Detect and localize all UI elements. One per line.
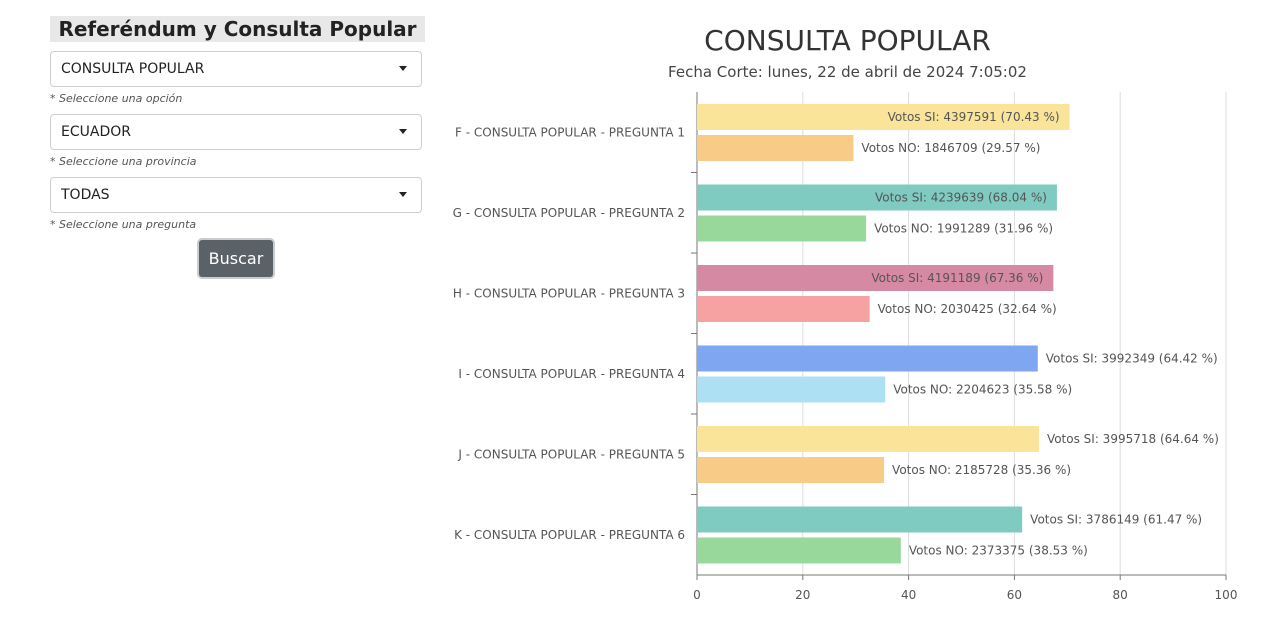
panel-title: Referéndum y Consulta Popular <box>50 16 425 42</box>
chevron-down-icon <box>399 129 407 134</box>
data-label-si: Votos SI: 4239639 (68.04 %) <box>875 191 1047 205</box>
bar-no <box>697 537 901 564</box>
y-category-label: H - CONSULTA POPULAR - PREGUNTA 3 <box>453 286 685 300</box>
bar-no <box>697 457 885 483</box>
bar-no <box>697 215 867 242</box>
x-tick-label: 80 <box>1113 588 1128 602</box>
x-tick-label: 0 <box>693 588 701 602</box>
data-label-no: Votos NO: 2204623 (35.58 %) <box>893 383 1072 397</box>
bar-no <box>697 376 886 403</box>
question-hint: * Seleccione una pregunta <box>50 218 197 231</box>
bar-no <box>697 296 870 322</box>
y-category-label: I - CONSULTA POPULAR - PREGUNTA 4 <box>458 367 685 381</box>
data-label-no: Votos NO: 1991289 (31.96 %) <box>874 222 1053 236</box>
data-label-si: Votos SI: 3995718 (64.64 %) <box>1047 432 1219 446</box>
data-label-no: Votos NO: 2373375 (38.53 %) <box>909 544 1088 558</box>
search-button[interactable]: Buscar <box>197 238 275 279</box>
chevron-down-icon <box>399 192 407 197</box>
question-select-value: TODAS <box>61 187 110 203</box>
data-label-no: Votos NO: 2185728 (35.36 %) <box>892 463 1071 477</box>
y-category-label: G - CONSULTA POPULAR - PREGUNTA 2 <box>453 206 685 220</box>
chart-title: CONSULTA POPULAR <box>704 24 991 57</box>
x-tick-label: 100 <box>1215 588 1238 602</box>
bar-si <box>697 184 1057 211</box>
province-select-value: ECUADOR <box>61 124 131 140</box>
data-label-si: Votos SI: 4191189 (67.36 %) <box>871 271 1043 285</box>
x-tick-label: 20 <box>795 588 810 602</box>
y-category-label: J - CONSULTA POPULAR - PREGUNTA 5 <box>457 447 685 461</box>
province-select[interactable]: ECUADOR <box>50 114 422 150</box>
x-tick-label: 40 <box>901 588 916 602</box>
chevron-down-icon <box>399 66 407 71</box>
question-select[interactable]: TODAS <box>50 177 422 213</box>
y-category-label: K - CONSULTA POPULAR - PREGUNTA 6 <box>454 528 685 542</box>
bar-si <box>697 104 1070 130</box>
option-hint: * Seleccione una opción <box>50 92 183 105</box>
y-category-label: F - CONSULTA POPULAR - PREGUNTA 1 <box>455 125 685 139</box>
x-tick-label: 60 <box>1007 588 1022 602</box>
province-hint: * Seleccione una provincia <box>50 155 197 168</box>
data-label-si: Votos SI: 3992349 (64.42 %) <box>1046 352 1218 366</box>
bar-si <box>697 345 1038 372</box>
bar-si <box>697 426 1039 452</box>
bar-no <box>697 135 854 161</box>
data-label-no: Votos NO: 2030425 (32.64 %) <box>878 302 1057 316</box>
data-label-si: Votos SI: 4397591 (70.43 %) <box>888 110 1060 124</box>
option-select[interactable]: CONSULTA POPULAR <box>50 51 422 87</box>
data-label-si: Votos SI: 3786149 (61.47 %) <box>1030 513 1202 527</box>
bar-si <box>697 265 1054 291</box>
data-label-no: Votos NO: 1846709 (29.57 %) <box>861 141 1040 155</box>
option-select-value: CONSULTA POPULAR <box>61 61 205 77</box>
chart-subtitle: Fecha Corte: lunes, 22 de abril de 2024 … <box>668 63 1027 81</box>
bar-si <box>697 506 1023 533</box>
